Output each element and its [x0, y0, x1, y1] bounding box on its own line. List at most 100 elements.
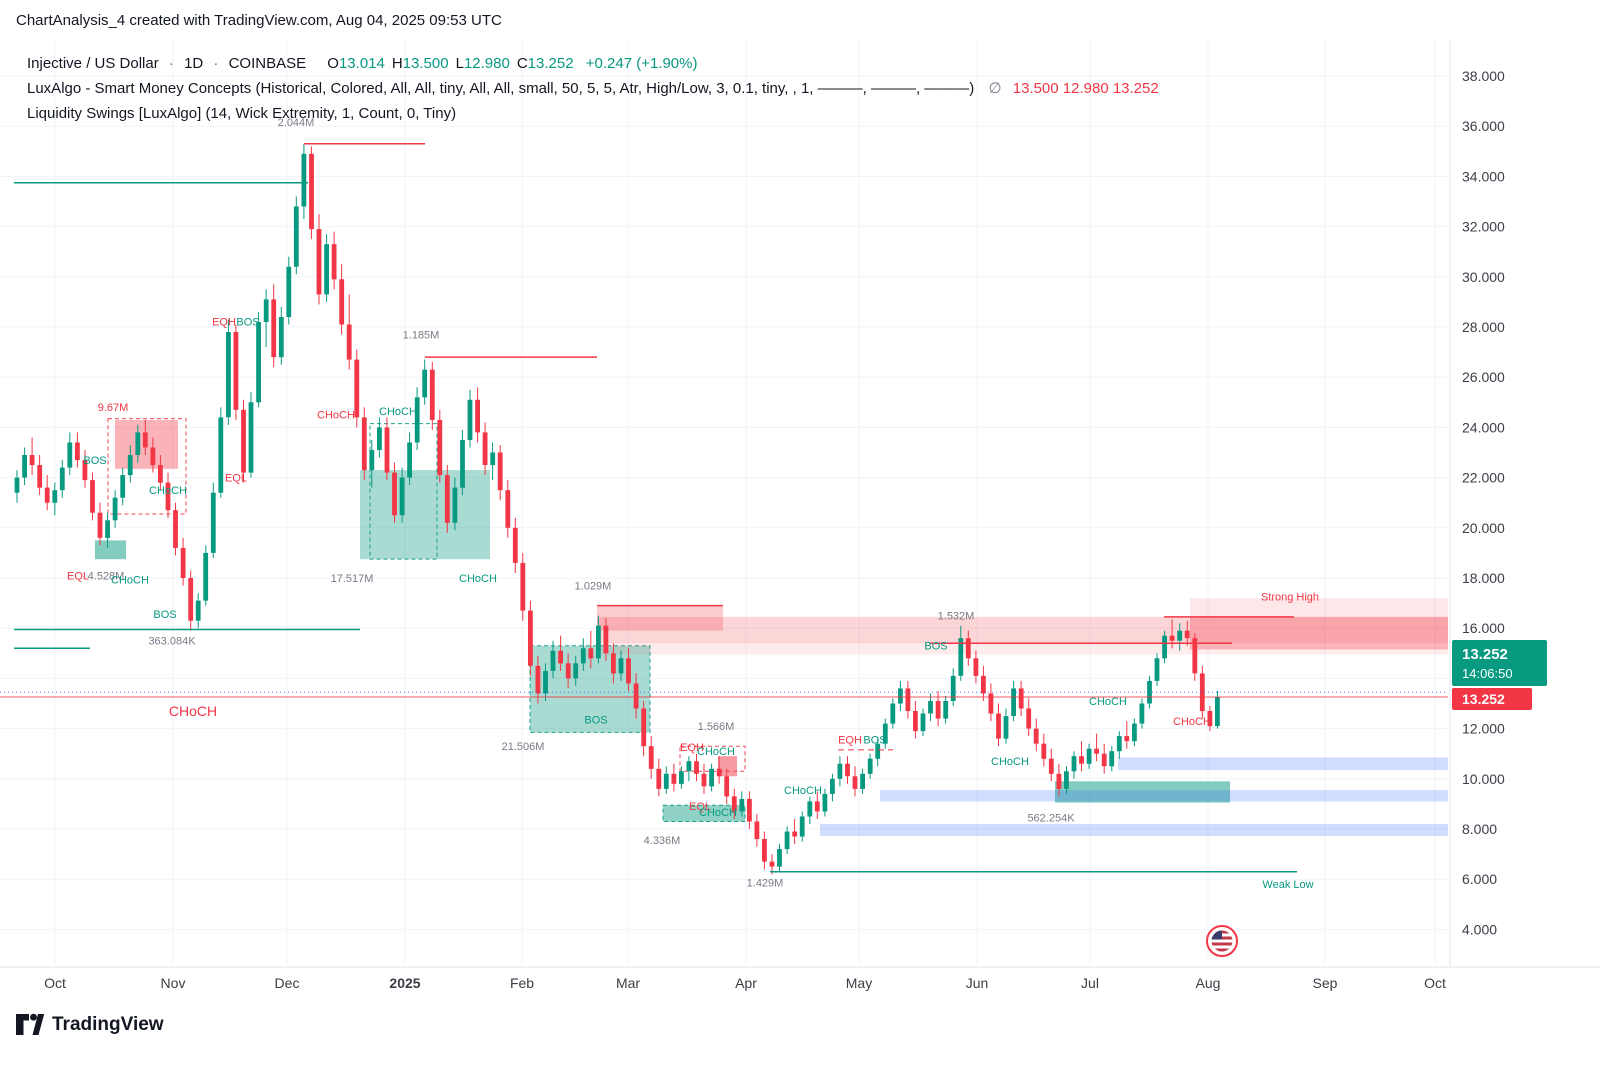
candle-body: [226, 332, 231, 418]
bar-countdown: 14:06:50: [1462, 666, 1513, 681]
candle-body: [127, 455, 133, 476]
candle-body: [1026, 708, 1032, 729]
candle-body: [1162, 635, 1167, 659]
average-symbol: ∅: [988, 80, 1002, 97]
time-axis-label: Mar: [616, 975, 640, 991]
candle-body: [543, 670, 548, 694]
candle-body: [497, 452, 503, 491]
candle-body: [210, 492, 216, 553]
chart-annotation: CHoCH: [317, 410, 355, 422]
candle-body: [935, 701, 941, 719]
time-axis-label: Jun: [966, 975, 989, 991]
ohlc-values: O13.014 H13.500 L12.980 C13.252: [320, 55, 573, 72]
candle-body: [180, 547, 186, 578]
candle-body: [263, 299, 269, 322]
chart-interval: 1D: [184, 55, 204, 72]
candle-body: [135, 432, 141, 455]
candle-body: [158, 465, 163, 483]
close-value: 13.252: [527, 55, 574, 72]
candle-body: [648, 746, 654, 769]
candle-body: [762, 839, 767, 862]
chart-annotation: EQL: [689, 801, 711, 813]
candle-body: [852, 776, 858, 789]
price-tick-label: 4.000: [1462, 921, 1497, 937]
candle-body: [1064, 771, 1069, 789]
candle-body: [1011, 688, 1016, 716]
candle-body: [860, 773, 865, 789]
candle-body: [1116, 736, 1122, 752]
current-price-badge: [1452, 640, 1547, 686]
candle-body: [241, 409, 246, 473]
price-tick-label: 10.000: [1462, 771, 1505, 787]
candle-body: [271, 299, 277, 358]
candle-body: [165, 482, 171, 511]
candle-body: [346, 324, 352, 360]
chart-annotation: 2.044M: [278, 117, 315, 129]
indicator-legend-smc[interactable]: LuxAlgo - Smart Money Concepts (Historic…: [27, 76, 1159, 101]
time-axis-label: Dec: [275, 975, 300, 991]
candle-body: [90, 480, 95, 513]
chart-annotation: 4.336M: [644, 835, 681, 847]
chart-annotation: EQL: [225, 472, 247, 484]
candle-body: [769, 861, 775, 867]
candle-body: [520, 562, 526, 611]
chart-annotation: 363.084K: [148, 636, 196, 648]
candle-body: [754, 821, 760, 840]
candle-body: [105, 520, 110, 538]
smc-zone: [1190, 598, 1448, 617]
candle-body: [1056, 773, 1062, 789]
candle-body: [1018, 688, 1024, 709]
candle-body: [950, 675, 956, 701]
chart-annotation: 1.532M: [938, 610, 975, 622]
smc-zone: [1055, 781, 1230, 803]
smc-zone: [1190, 616, 1448, 650]
candle-body: [837, 763, 843, 779]
time-axis-label: Feb: [510, 975, 534, 991]
candle-body: [286, 266, 292, 317]
price-tick-label: 8.000: [1462, 821, 1497, 837]
indicator-liquidity-params: (14, Wick Extremity, 1, Count, 0, Tiny): [205, 105, 457, 122]
tradingview-logo-text: TradingView: [52, 1013, 164, 1035]
indicator-legend-liquidity[interactable]: Liquidity Swings [LuxAlgo] (14, Wick Ext…: [27, 101, 1159, 126]
indicator-smc-values: 13.500 12.980 13.252: [1012, 80, 1159, 97]
candle-body: [558, 650, 563, 664]
high-value: 13.500: [402, 55, 449, 72]
candle-body: [875, 743, 881, 759]
candle-body: [1199, 673, 1205, 712]
close-label: C: [516, 55, 528, 72]
smc-zone: [1118, 757, 1448, 770]
candle-body: [1177, 630, 1183, 641]
candle-body: [1048, 758, 1054, 774]
smc-zone: [597, 605, 723, 631]
time-axis-label: Nov: [161, 975, 186, 991]
candle-body: [1101, 753, 1107, 767]
candle-body: [1124, 736, 1130, 742]
candle-body: [535, 665, 541, 694]
candle-body: [1086, 748, 1092, 764]
candle-body: [248, 402, 254, 473]
candle-body: [822, 793, 828, 812]
candle-body: [1132, 723, 1137, 742]
candle-body: [633, 683, 639, 709]
candle-body: [112, 497, 118, 521]
candle-body: [97, 512, 103, 538]
chart-annotation: CHoCH: [169, 703, 217, 719]
chart-annotation: BOS: [584, 715, 607, 727]
candle-body: [339, 279, 345, 325]
candle-body: [1109, 751, 1115, 767]
candle-body: [603, 625, 609, 654]
candle-body: [142, 432, 148, 448]
candle-body: [173, 510, 178, 548]
us-flag-stripe: [1211, 939, 1233, 943]
chart-annotation: 1.185M: [403, 329, 440, 341]
candle-body: [256, 322, 261, 403]
indicator-price-badge: [1452, 688, 1532, 710]
candle-body: [701, 773, 707, 787]
symbol-legend-row[interactable]: Injective / US Dollar · 1D · COINBASE O1…: [27, 51, 1159, 76]
candle-body: [188, 578, 194, 621]
candle-body: [460, 440, 465, 488]
tradingview-branding[interactable]: TradingView: [15, 1013, 164, 1036]
candle-body: [716, 768, 722, 777]
exchange-name: COINBASE: [228, 55, 307, 72]
